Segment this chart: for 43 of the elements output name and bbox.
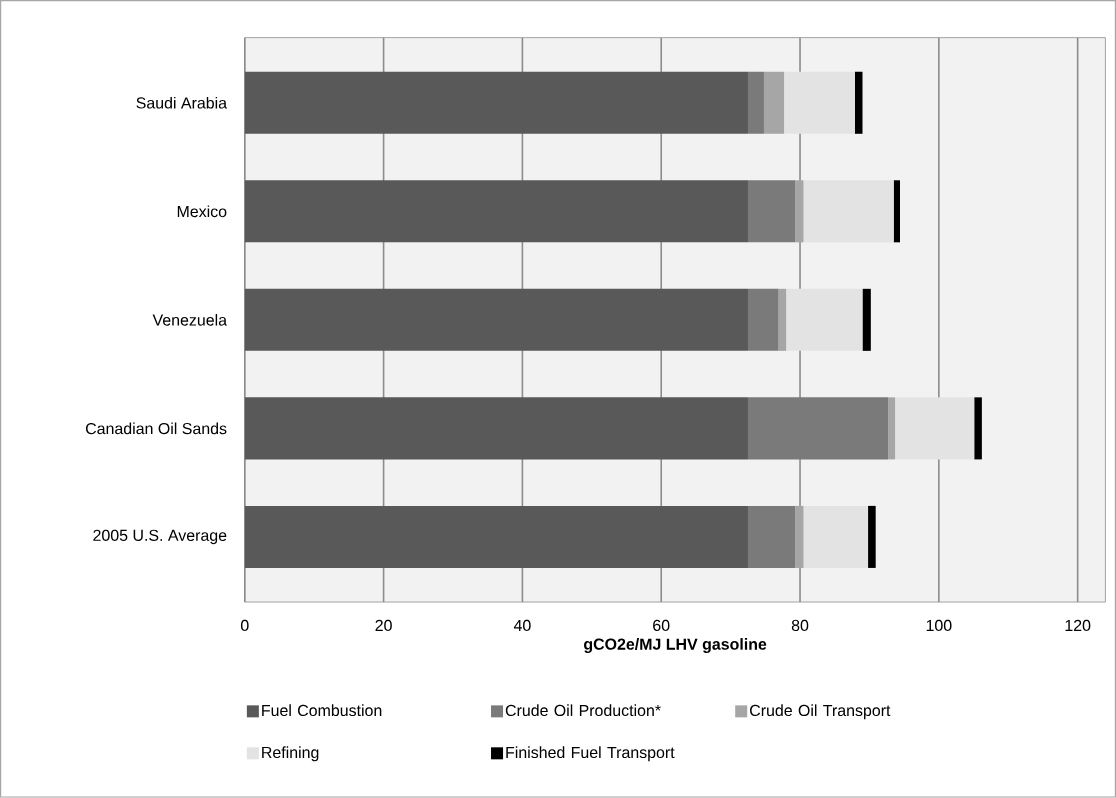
bar [244,506,748,569]
bar [786,288,863,351]
y-tick-label: Mexico [177,205,227,218]
bar [974,397,982,460]
bar [803,180,894,243]
legend-label: Fuel Combustion [262,704,382,717]
x-tick-label: 120 [1065,619,1091,632]
bar [868,506,876,569]
x-tick-label: 0 [240,619,249,632]
x-tick-label: 40 [513,619,531,632]
x-tick-label: 20 [375,619,392,632]
y-tick-label: Venezuela [152,314,228,326]
bar [803,506,869,569]
x-tick-label: 80 [791,619,809,632]
bar [747,180,796,243]
legend-label: Finished Fuel Transport [506,746,675,762]
bar [778,288,787,351]
y-tick-label: Saudi Arabia [136,97,228,109]
bar [747,71,764,134]
x-axis-title: gCO2e/MJ LHV gasoline [584,638,767,654]
bar [747,288,779,351]
legend-label: Crude Oil Transport [750,704,891,720]
y-tick-label: Canadian Oil Sands [85,422,227,435]
bar [763,71,785,134]
bar [888,397,896,460]
bar [795,506,804,569]
x-tick-label: 60 [653,619,670,632]
bar [244,180,748,243]
bar [244,71,748,134]
bar [747,397,889,460]
bar [854,71,863,134]
x-tick-label: 100 [926,619,952,632]
bar [895,397,975,460]
bar [244,288,748,351]
bar [862,288,871,351]
legend-label: Refining [262,746,319,762]
bar [244,397,748,460]
bar [784,71,855,134]
bar [893,180,900,243]
bar [747,506,796,569]
legend-label: Crude Oil Production* [505,704,661,717]
bar [795,180,804,243]
y-tick-label: 2005 U.S. Average [93,529,227,545]
